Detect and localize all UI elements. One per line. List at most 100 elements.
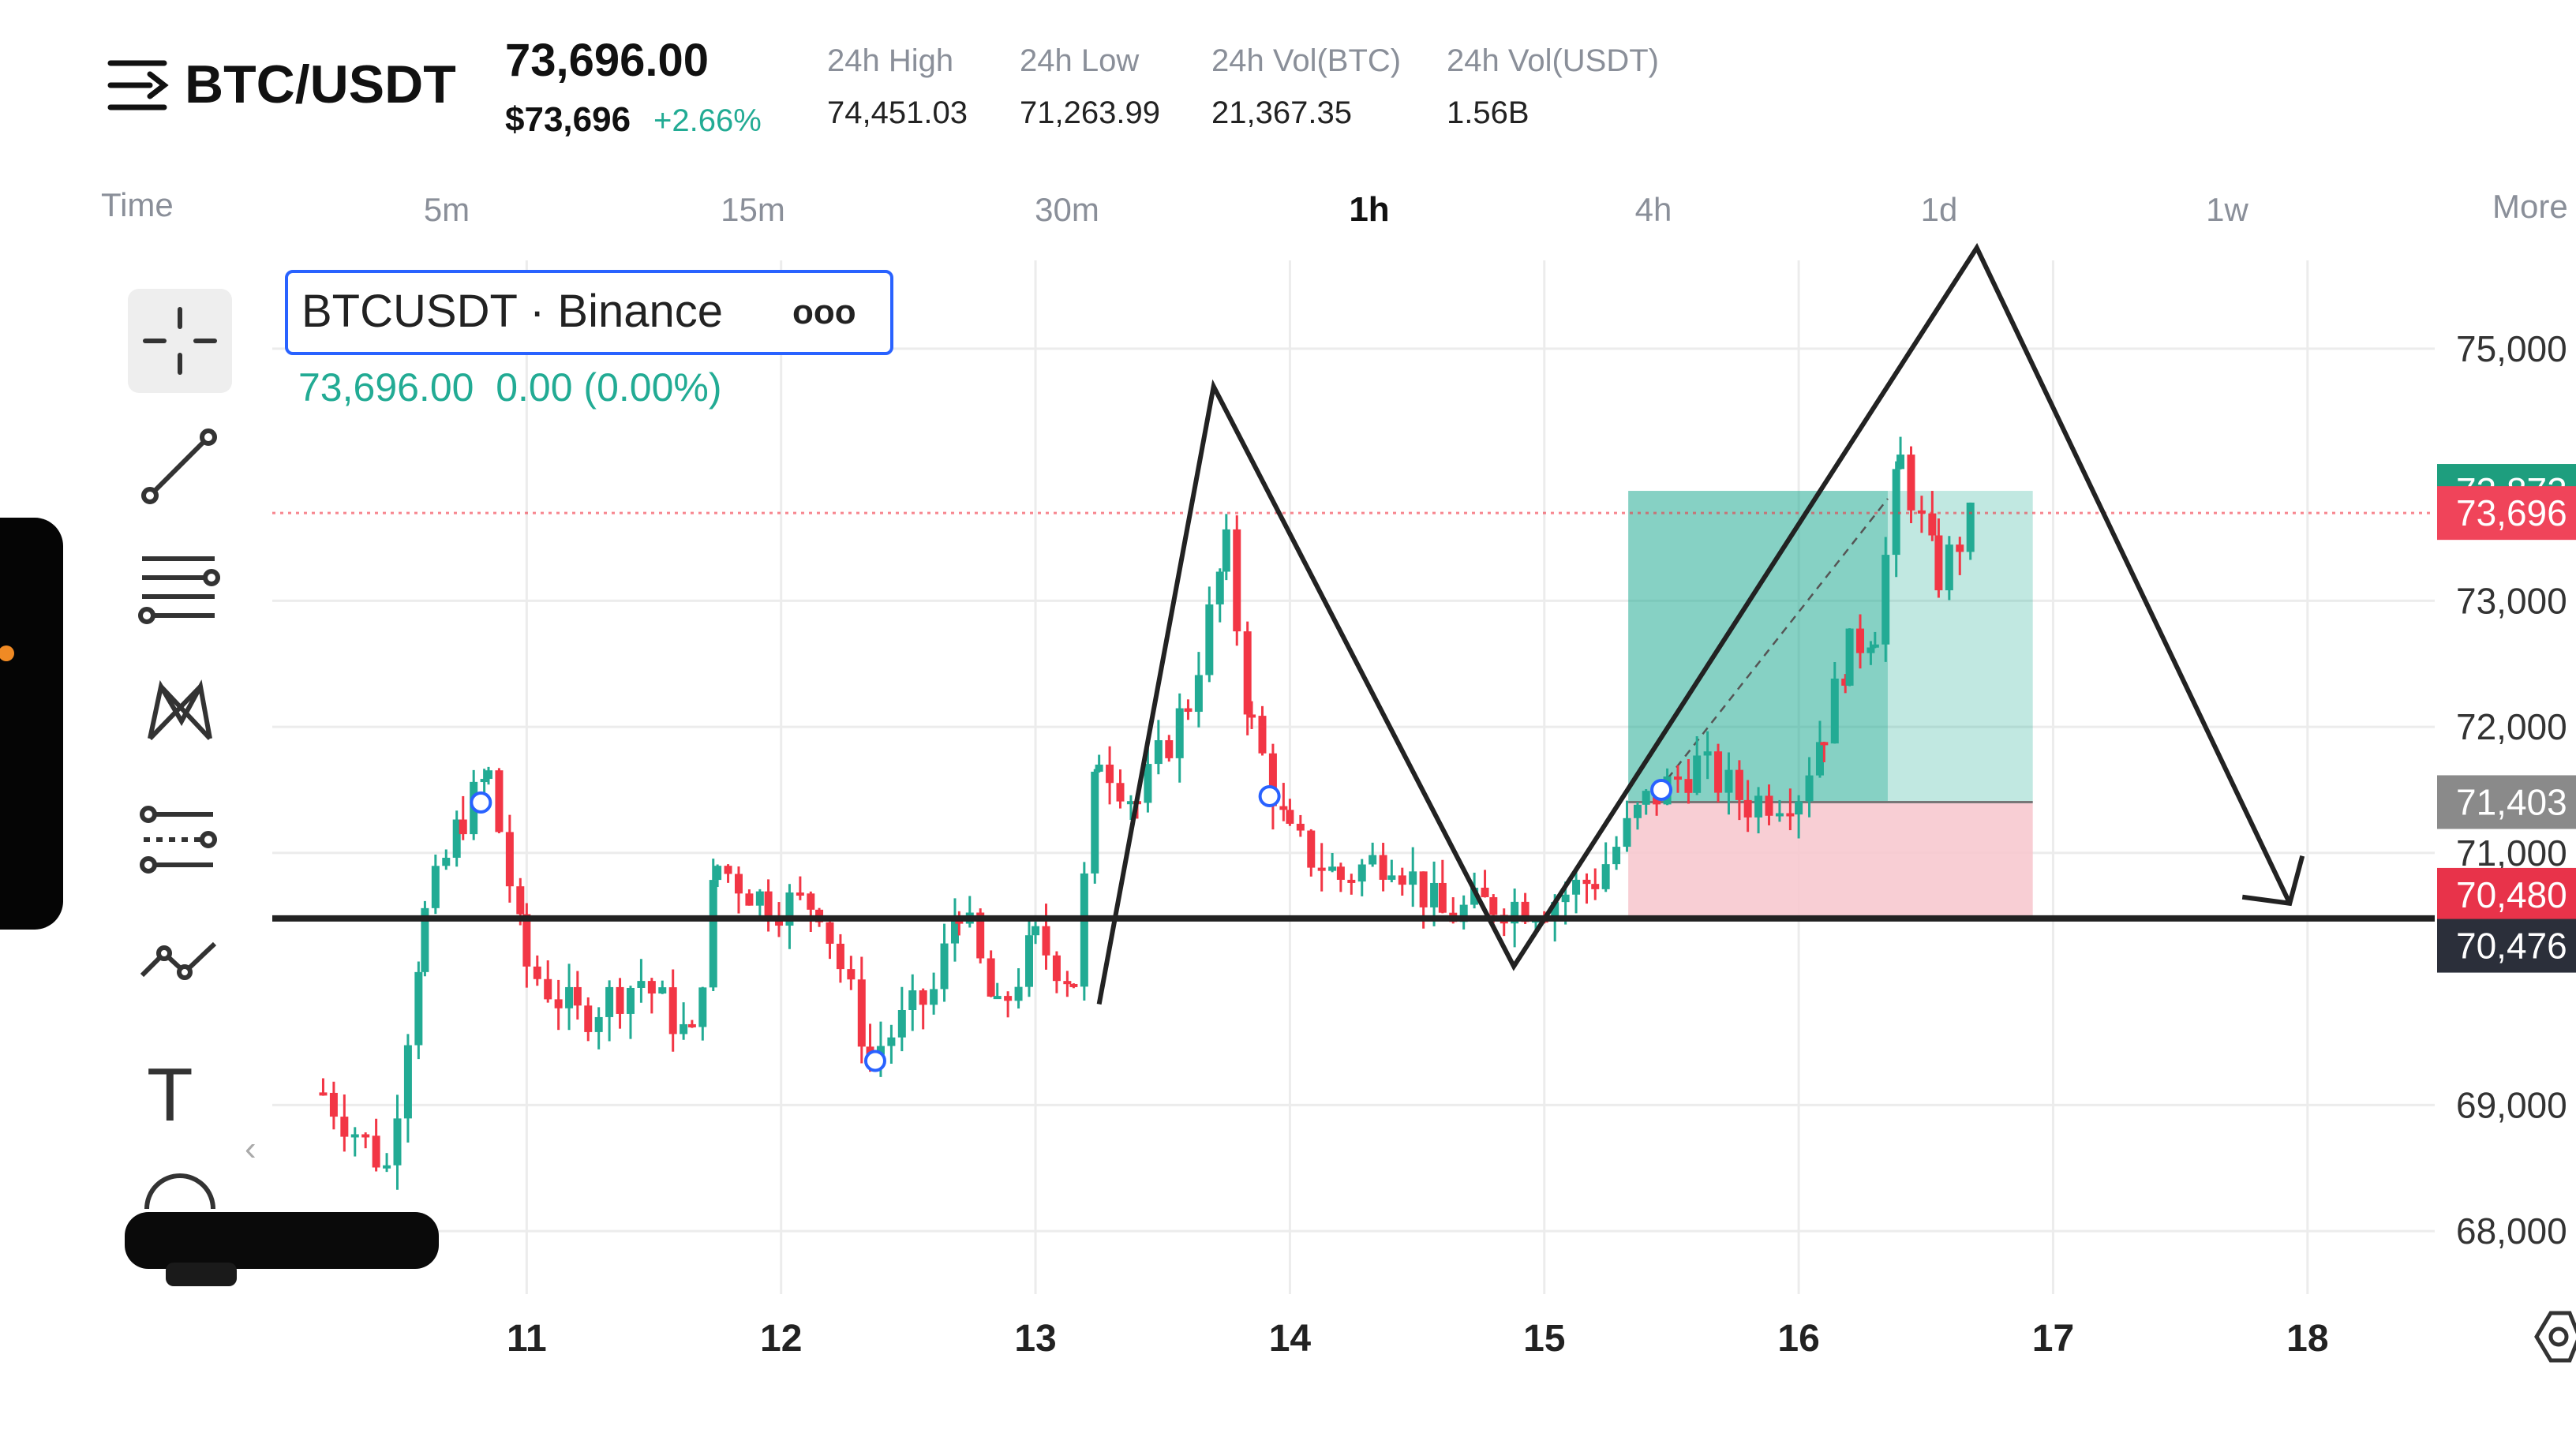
- candle-body: [1144, 764, 1152, 803]
- candle-body: [687, 1023, 696, 1027]
- candle-body: [1430, 882, 1439, 907]
- candle-body: [1765, 795, 1773, 816]
- stat-label: 24h High: [827, 43, 953, 78]
- change-percent: +2.66%: [653, 103, 762, 138]
- candle-body: [554, 999, 563, 1008]
- candle-body: [745, 893, 754, 906]
- crosshair-tool-bg[interactable]: [128, 289, 232, 393]
- candle-body: [1347, 879, 1356, 883]
- candle-body: [329, 1092, 338, 1117]
- grid-lines: [272, 260, 2435, 1294]
- price-tag-bg: [2437, 775, 2576, 829]
- candle-body: [908, 990, 917, 1011]
- time-axis-label: 18: [2286, 1318, 2328, 1360]
- timeframe-tab[interactable]: 5m: [424, 191, 470, 228]
- timeframe-tab[interactable]: 4h: [1635, 191, 1672, 228]
- candle-body: [1601, 864, 1610, 889]
- candle-body: [755, 891, 764, 906]
- last-price: 73,696.00: [505, 35, 709, 86]
- timeframe-tab[interactable]: 1w: [2206, 191, 2248, 228]
- fib-channel-icon[interactable]: [140, 806, 217, 874]
- more-timeframes[interactable]: More: [2492, 188, 2568, 225]
- stat-value: 74,451.03: [827, 95, 968, 130]
- position-zones: [1628, 491, 2033, 919]
- target-zone-filled: [1628, 491, 1888, 803]
- candle-body: [1775, 813, 1784, 817]
- anchor-marker[interactable]: [863, 1050, 886, 1072]
- candle-body: [847, 969, 856, 980]
- candle-body: [1633, 804, 1642, 818]
- candle-body: [616, 986, 624, 1014]
- emoji-tool-icon[interactable]: [144, 1173, 215, 1210]
- candle-body: [1693, 755, 1702, 793]
- timeframe-tab[interactable]: 30m: [1035, 191, 1099, 228]
- candle-body: [442, 858, 451, 866]
- collapse-toolbar-icon[interactable]: ‹: [245, 1129, 256, 1168]
- candle-body: [452, 819, 461, 859]
- horizontal-lines-icon[interactable]: [138, 556, 220, 624]
- candle-body: [605, 986, 614, 1017]
- anchor-marker[interactable]: [1258, 784, 1281, 807]
- status-dot-icon: [0, 645, 14, 661]
- candle-body: [1459, 904, 1468, 922]
- prediction-icon[interactable]: [140, 941, 217, 980]
- candle-body: [955, 920, 964, 924]
- candle-body: [393, 1118, 402, 1166]
- zigzag-drawing[interactable]: [1096, 242, 2292, 1005]
- symbol-legend[interactable]: BTCUSDT · Binance ooo 73,696.00 0.00 (0.…: [285, 270, 893, 410]
- legend-menu-icon[interactable]: ooo: [792, 293, 856, 331]
- candle-body: [1830, 678, 1839, 744]
- candle-body: [1917, 510, 1926, 514]
- price-tag-label: 70,480: [2456, 874, 2567, 915]
- price-axis-label: 68,000: [2456, 1210, 2567, 1252]
- candle-body: [1222, 529, 1230, 572]
- timeframe-tab[interactable]: 15m: [721, 191, 785, 228]
- price-axis-label: 75,000: [2456, 328, 2567, 369]
- candle-body: [584, 1005, 593, 1032]
- stat-value: 21,367.35: [1211, 95, 1352, 130]
- candle-body: [403, 1045, 412, 1119]
- candle-body: [857, 979, 866, 1047]
- price-tag-label: 70,476: [2456, 926, 2567, 967]
- anchor-marker[interactable]: [470, 791, 492, 814]
- candle-body: [1379, 855, 1387, 880]
- candle-body: [350, 1134, 359, 1138]
- price-axis[interactable]: 75,000 73,000 72,000 71,000 69,000 68,000: [2456, 328, 2567, 1252]
- candle-body: [626, 987, 635, 1014]
- candle-body: [1866, 647, 1875, 653]
- timeframe-tab[interactable]: 1d: [1921, 191, 1958, 228]
- candle-body: [1258, 716, 1267, 754]
- candle-body: [340, 1117, 349, 1137]
- candle-body: [1069, 983, 1078, 987]
- candle-body: [1489, 896, 1498, 915]
- candle-body: [361, 1134, 370, 1138]
- anchor-marker[interactable]: [1650, 778, 1673, 801]
- pair-title[interactable]: BTC/USDT: [185, 54, 456, 114]
- trend-line-icon[interactable]: [141, 428, 217, 504]
- level-lines: [272, 511, 2435, 922]
- timeframe-tab-selected[interactable]: 1h: [1349, 190, 1389, 229]
- settings-icon[interactable]: [2534, 1311, 2576, 1363]
- candle-body: [836, 943, 844, 970]
- candle-body: [1820, 742, 1829, 746]
- candle-body: [1052, 955, 1061, 982]
- time-axis[interactable]: 11 12 13 14 15 16 17 18: [507, 1318, 2329, 1360]
- candle-body: [1438, 882, 1447, 913]
- pattern-icon[interactable]: [148, 679, 212, 741]
- drawn-pattern[interactable]: [1096, 242, 2305, 1005]
- price-tag-bg: [2437, 919, 2576, 973]
- candle-body: [533, 966, 541, 979]
- legend-values: 73,696.00 0.00 (0.00%): [298, 365, 722, 410]
- candle-body: [930, 989, 938, 1005]
- arrowhead-icon: [2241, 855, 2305, 907]
- redacted-overlay: [125, 1212, 439, 1269]
- menu-icon[interactable]: [107, 60, 169, 110]
- stop-zone: [1628, 802, 2033, 919]
- price-axis-label: 71,000: [2456, 833, 2567, 874]
- text-tool-icon[interactable]: T: [147, 1053, 193, 1137]
- crosshair-icon[interactable]: [143, 307, 217, 375]
- timeframe-bar: Time 5m 15m 30m 1h 4h 1d 1w More: [101, 186, 2568, 229]
- price-tag-bg: [2437, 486, 2576, 541]
